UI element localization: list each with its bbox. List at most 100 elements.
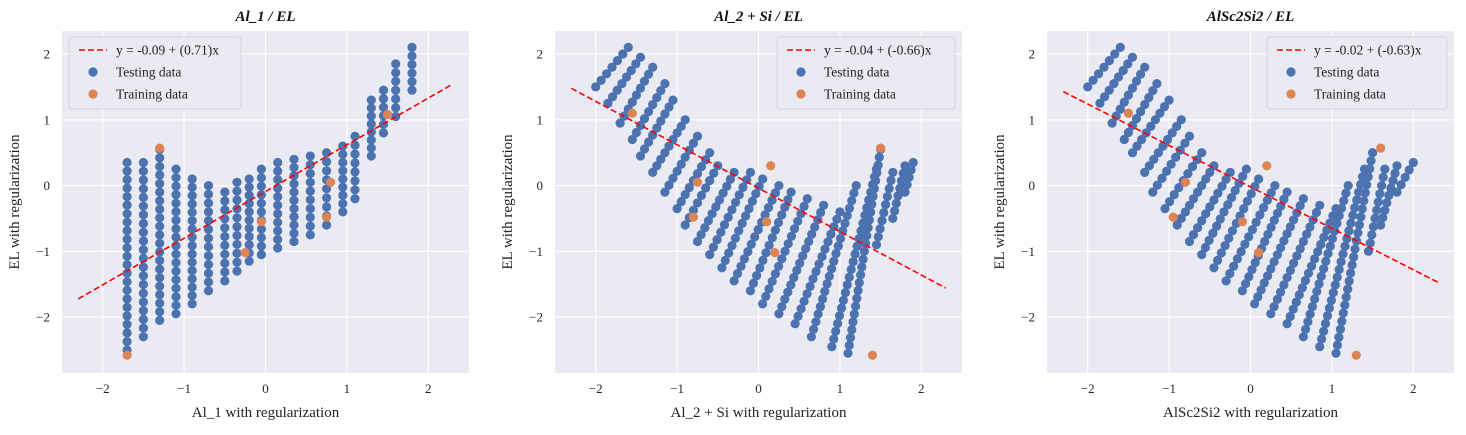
testing-data-point (1171, 152, 1181, 162)
testing-data-point (1350, 244, 1360, 254)
testing-data-point (780, 246, 790, 256)
testing-data-point (203, 259, 214, 270)
testing-data-point (849, 309, 859, 319)
testing-data-point (729, 276, 739, 286)
testing-data-point (607, 62, 617, 72)
testing-data-point (864, 215, 874, 225)
testing-data-point (220, 187, 230, 197)
testing-data-point (692, 169, 703, 179)
testing-data-point (877, 216, 887, 226)
testing-data-point (891, 198, 901, 208)
testing-data-point (793, 216, 803, 226)
x-tick-label: 2 (918, 381, 925, 396)
testing-data-point (824, 271, 834, 281)
testing-data-point (1232, 254, 1242, 264)
testing-data-point (244, 240, 254, 250)
testing-data-point (696, 190, 707, 200)
testing-data-point (407, 77, 417, 87)
testing-data-point (664, 102, 674, 112)
testing-data-point (1279, 236, 1289, 246)
testing-data-point (1180, 207, 1190, 217)
legend-training-swatch (1286, 89, 1296, 99)
testing-data-point (1209, 263, 1219, 273)
training-data-point (1123, 108, 1133, 118)
testing-data-point (1315, 342, 1325, 352)
testing-data-point (680, 152, 690, 162)
testing-data-point (1356, 212, 1366, 222)
testing-data-point (1336, 257, 1346, 267)
testing-data-point (138, 288, 148, 298)
x-axis-label: AlSc2Si2 with regularization (1163, 405, 1338, 421)
testing-data-point (1306, 261, 1317, 271)
testing-data-point (1303, 317, 1313, 327)
testing-data-point (244, 231, 254, 242)
testing-data-point (1197, 181, 1207, 191)
testing-data-point (1380, 205, 1390, 215)
testing-data-point (220, 223, 230, 233)
testing-data-point (1131, 76, 1142, 86)
testing-data-point (1297, 283, 1307, 293)
testing-data-point (1335, 324, 1345, 334)
testing-data-point (1319, 264, 1329, 274)
testing-data-point (716, 227, 726, 237)
testing-data-point (378, 102, 389, 112)
testing-data-point (754, 181, 764, 191)
testing-data-point (672, 166, 682, 176)
testing-data-point (1263, 229, 1273, 239)
testing-data-point (1322, 225, 1332, 235)
testing-data-point (795, 258, 805, 268)
testing-data-point (851, 181, 861, 191)
chart-title: Al_1 / EL (234, 9, 295, 25)
testing-data-point (1292, 251, 1302, 261)
x-tick-label: 1 (837, 381, 844, 396)
testing-data-point (780, 202, 790, 212)
testing-data-point (602, 69, 612, 79)
testing-data-point (1166, 159, 1176, 169)
testing-data-point (1354, 187, 1364, 197)
testing-data-point (1331, 348, 1341, 358)
testing-data-point (1279, 194, 1289, 204)
testing-data-point (826, 229, 836, 239)
legend-entry: Testing data (1314, 65, 1379, 80)
testing-data-point (618, 49, 628, 59)
testing-data-point (1310, 294, 1320, 304)
testing-data-point (1368, 222, 1378, 232)
testing-data-point (1312, 286, 1322, 296)
testing-data-point (155, 281, 165, 291)
y-tick-label: 2 (1029, 47, 1036, 62)
testing-data-point (1197, 250, 1207, 260)
testing-data-point (1288, 304, 1298, 314)
testing-data-point (822, 279, 832, 289)
testing-data-point (725, 174, 736, 184)
testing-data-point (322, 157, 332, 167)
testing-data-point (391, 68, 401, 78)
y-axis-label: EL with regularization (500, 134, 516, 270)
testing-data-point (1242, 196, 1252, 206)
testing-data-point (1162, 166, 1172, 176)
testing-data-point (232, 195, 242, 205)
testing-data-point (256, 164, 266, 174)
testing-data-point (155, 264, 165, 274)
testing-data-point (1332, 272, 1342, 282)
testing-data-point (122, 311, 132, 321)
testing-data-point (871, 240, 882, 250)
testing-data-point (1285, 311, 1295, 322)
testing-data-point (220, 214, 230, 224)
testing-data-point (350, 158, 360, 168)
testing-data-point (1313, 247, 1323, 257)
testing-data-point (187, 199, 197, 209)
testing-data-point (1127, 148, 1138, 158)
testing-data-point (305, 195, 315, 205)
testing-data-point (1152, 180, 1162, 190)
testing-data-point (1223, 200, 1233, 210)
testing-data-point (187, 257, 197, 267)
testing-data-point (171, 198, 181, 208)
testing-data-point (857, 262, 867, 272)
testing-data-point (1327, 233, 1338, 244)
testing-data-point (844, 272, 854, 282)
testing-data-point (1308, 215, 1318, 225)
testing-data-point (764, 284, 774, 294)
testing-data-point (736, 261, 746, 271)
training-data-point (1180, 177, 1190, 187)
testing-data-point (692, 198, 703, 208)
